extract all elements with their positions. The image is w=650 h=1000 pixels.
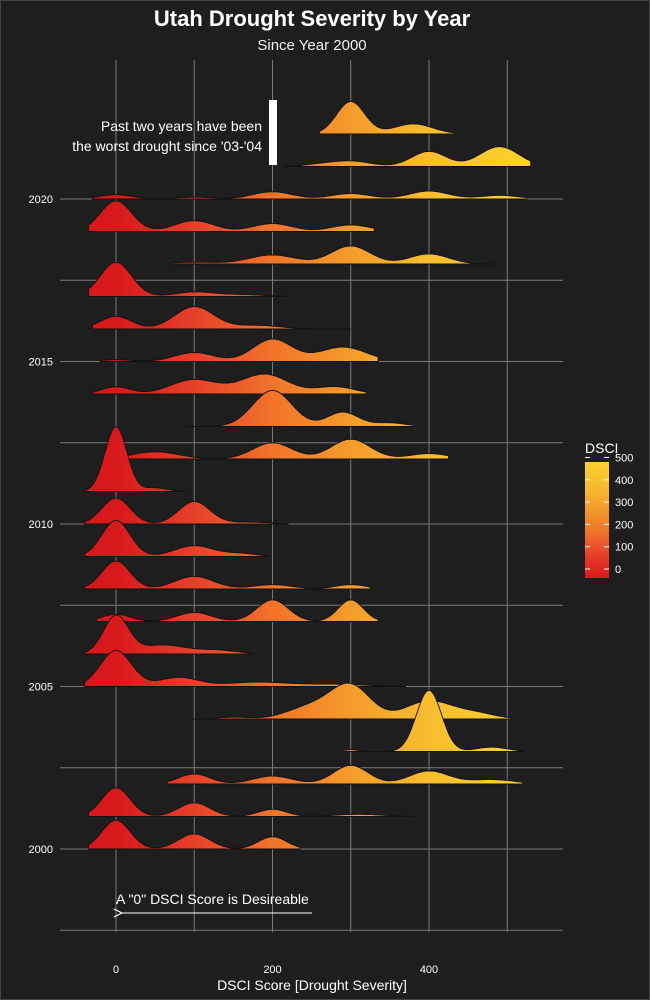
x-axis-ticks: 0 200 400: [113, 964, 438, 976]
ridge-2013: [186, 390, 414, 427]
ridge-2000: [88, 819, 301, 850]
ridges-layer: [84, 101, 532, 850]
legend-label: 500: [615, 452, 633, 464]
grid-lines: [60, 60, 563, 932]
y-tick-label: 2020: [29, 194, 53, 206]
y-tick-label: 2010: [29, 519, 53, 531]
ridge-2004: [190, 682, 512, 720]
ridge-2007: [95, 599, 379, 622]
ridge-2021: [283, 146, 532, 167]
y-tick-label: 2015: [29, 357, 53, 369]
ridge-2017: [88, 261, 289, 297]
legend-label: 400: [615, 475, 633, 487]
x-tick-label: 0: [113, 964, 119, 976]
ridge-2010: [84, 497, 289, 525]
x-tick-label: 200: [263, 964, 281, 976]
chart-title: Utah Drought Severity by Year: [154, 6, 471, 31]
ridge-2002: [166, 764, 524, 785]
ridge-2009: [84, 520, 270, 557]
x-axis-title: DSCI Score [Drought Severity]: [217, 977, 407, 993]
ridge-2012: [123, 438, 450, 460]
ridge-2006: [84, 614, 254, 655]
ridge-2001: [88, 787, 414, 817]
ridge-2019: [88, 200, 375, 232]
y-tick-label: 2005: [29, 682, 53, 694]
ridge-2014: [92, 373, 367, 395]
legend-label: 300: [615, 497, 633, 509]
ridge-2018: [170, 245, 496, 265]
ridge-2016: [92, 306, 351, 330]
ridge-2020: [92, 190, 528, 200]
annotation-top-line1: Past two years have been: [101, 118, 262, 134]
ridge-2003: [342, 689, 524, 752]
ridge-2015: [99, 338, 379, 362]
ridge-2022: [318, 101, 457, 135]
legend-label: 100: [615, 542, 633, 554]
chart-subtitle: Since Year 2000: [257, 37, 366, 54]
legend-colorbar: [585, 462, 609, 578]
legend-ticks: 500 400 300 200 100 0: [585, 452, 633, 576]
annotation-bar: [269, 100, 277, 165]
ridge-2011: [84, 426, 187, 492]
y-tick-label: 2000: [29, 844, 53, 856]
legend-label: 200: [615, 519, 633, 531]
x-tick-label: 400: [420, 964, 438, 976]
legend: DSCI 500 400 300 200 100 0: [585, 440, 633, 578]
annotation-top-line2: the worst drought since '03-'04: [72, 138, 262, 154]
legend-title: DSCI: [585, 440, 618, 456]
y-axis-ticks: 2000 2005 2010 2015 2020: [29, 194, 53, 856]
ridge-2008: [84, 560, 371, 590]
annotation-bottom: A "0" DSCI Score is Desireable: [116, 891, 309, 907]
ridge-2005: [84, 650, 406, 687]
legend-label: 0: [615, 564, 621, 576]
